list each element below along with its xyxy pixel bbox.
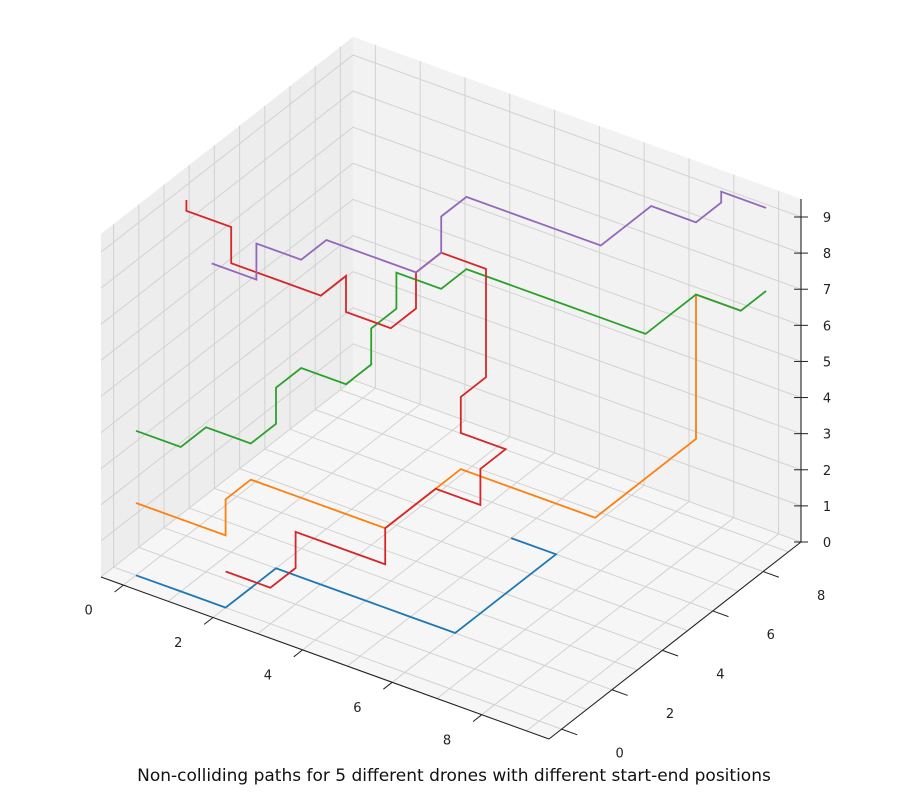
z-tick-label: 5 <box>823 355 831 370</box>
y-tick-label: 0 <box>615 746 623 761</box>
chart-title: Non-colliding paths for 5 different dron… <box>137 766 771 786</box>
drone-path-3 <box>135 268 767 449</box>
z-tick-label: 8 <box>823 247 831 262</box>
grid-z-6 <box>100 162 802 361</box>
drone-path-1 <box>135 537 558 635</box>
x-tick-1 <box>203 617 214 625</box>
grid-lines <box>100 45 802 732</box>
axis-lines <box>100 198 802 740</box>
tick-marks <box>114 216 808 736</box>
z-tick-label: 3 <box>823 428 831 443</box>
z-tick-label: 9 <box>823 211 831 226</box>
x-tick-label: 0 <box>84 604 92 619</box>
drone-path-4 <box>185 200 508 589</box>
x-tick-label: 4 <box>264 669 272 684</box>
x-tick-2 <box>293 649 303 658</box>
x-tick-3 <box>383 681 393 690</box>
x-tick-label: 8 <box>443 733 451 748</box>
y-tick-2 <box>662 649 679 657</box>
z-tick-label: 4 <box>823 392 831 407</box>
y-tick-3 <box>712 610 729 618</box>
y-axis-line <box>548 541 802 740</box>
x-tick-label: 2 <box>174 636 182 651</box>
x-axis-line <box>100 576 550 740</box>
x-tick-4 <box>472 714 483 722</box>
grid-z-9 <box>100 54 802 253</box>
z-tick-label: 2 <box>823 464 831 479</box>
pane-floor <box>101 380 801 739</box>
y-tick-1 <box>611 689 628 696</box>
grid-z-3 <box>100 271 802 470</box>
grid-z-7 <box>100 126 802 325</box>
grid-z-4 <box>100 235 802 433</box>
tick-labels: 0 2 4 6 8 0 2 4 6 8 0 1 2 3 4 5 6 7 8 9 <box>84 211 831 761</box>
z-tick-label: 1 <box>823 500 831 515</box>
z-tick-label: 6 <box>823 319 831 334</box>
z-tick-label: 7 <box>823 283 831 298</box>
grid-z-5 <box>100 198 802 397</box>
x-tick-0 <box>114 584 124 593</box>
y-tick-4 <box>763 571 780 578</box>
y-tick-label: 4 <box>716 668 724 683</box>
drone-path-2 <box>135 293 742 537</box>
series-paths <box>135 190 767 635</box>
grid-z-8 <box>100 90 802 289</box>
grid-z-0 <box>100 379 802 578</box>
y-tick-label: 8 <box>817 589 825 604</box>
grid-z-1 <box>100 343 802 542</box>
y-tick-label: 6 <box>767 628 775 643</box>
grid-z-2 <box>100 307 802 506</box>
drone-path-5 <box>211 190 767 281</box>
y-tick-label: 2 <box>666 707 674 722</box>
y-tick-0 <box>561 728 578 736</box>
x-tick-label: 6 <box>353 701 361 716</box>
z-tick-label: 0 <box>823 536 831 551</box>
